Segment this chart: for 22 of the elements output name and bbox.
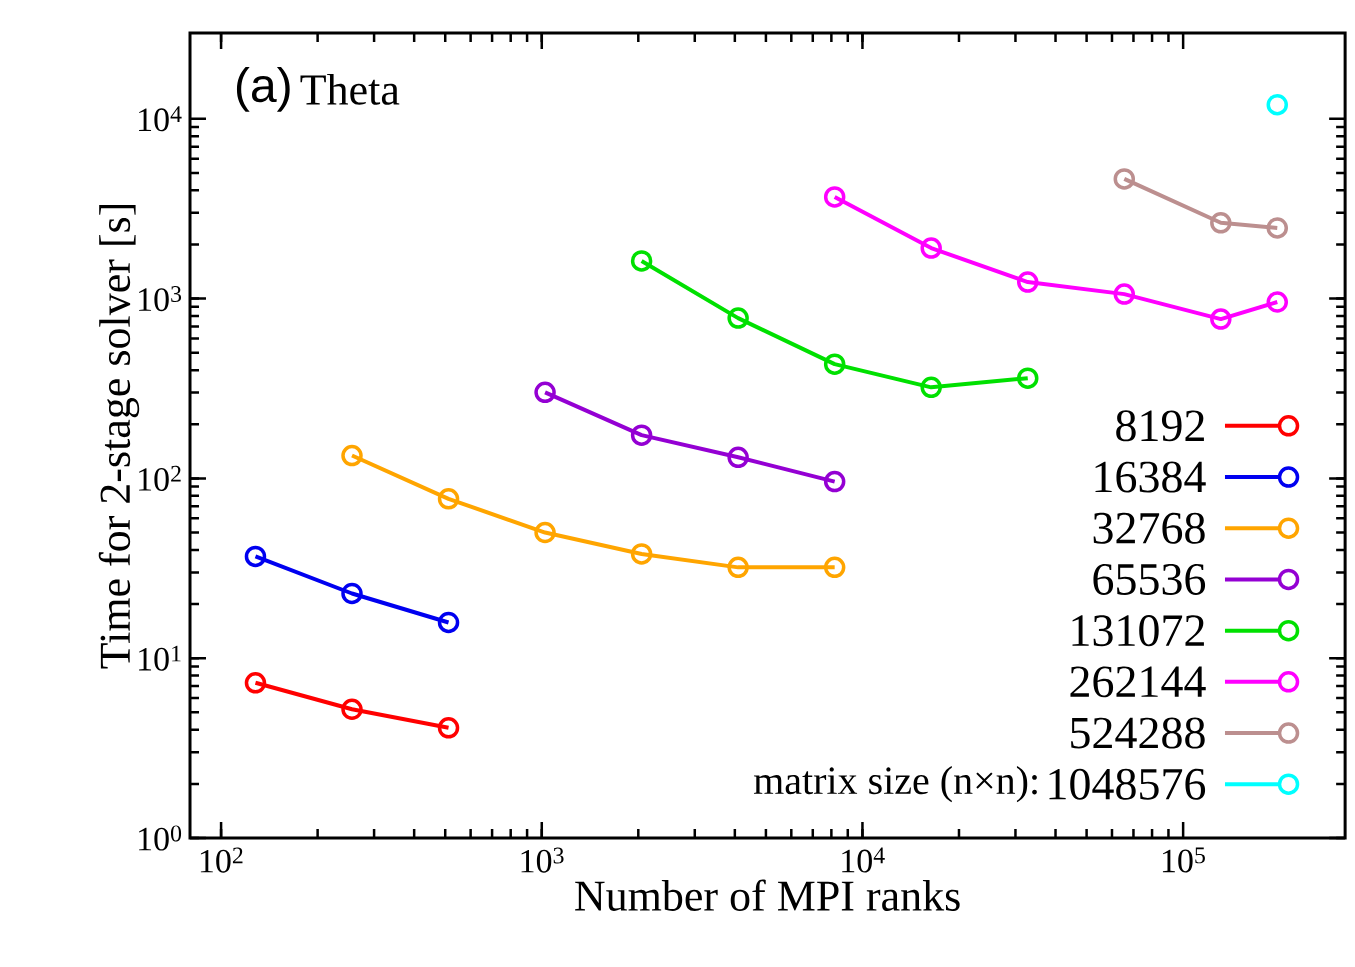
legend-label: 262144 xyxy=(1070,666,1206,698)
x-tick-label: 10$^{2}$ xyxy=(200,847,243,873)
legend-label: 524288 xyxy=(1071,717,1205,749)
legend-label: 8192 xyxy=(1116,410,1204,442)
legend-label: 65536 xyxy=(1093,563,1206,595)
y-tick-label: 10$^{1}$ xyxy=(139,645,181,671)
annotation: (a) xyxy=(236,66,290,112)
x-tick-label: 10$^{5}$ xyxy=(1162,847,1205,873)
x-tick-label: 10$^{3}$ xyxy=(521,847,564,873)
y-tick-label: 10$^{0}$ xyxy=(139,825,182,851)
legend-title: matrix size (n×n): xyxy=(753,766,1037,803)
y-axis-title: Time for 2-stage solver [s] xyxy=(98,204,140,669)
legend-label: 131072 xyxy=(1072,615,1204,647)
text: Theta xyxy=(300,73,400,105)
legend-label: 32768 xyxy=(1093,512,1205,544)
x-axis-title: Number of MPI ranks xyxy=(575,879,960,911)
x-tick-label: 10$^{4}$ xyxy=(842,847,885,873)
legend-label: 1048576 xyxy=(1049,768,1206,800)
legend-label: 16384 xyxy=(1095,461,1206,493)
y-tick-label: 10$^{4}$ xyxy=(139,106,182,132)
y-tick-label: 10$^{3}$ xyxy=(139,286,182,312)
y-tick-label: 10$^{2}$ xyxy=(139,465,181,491)
